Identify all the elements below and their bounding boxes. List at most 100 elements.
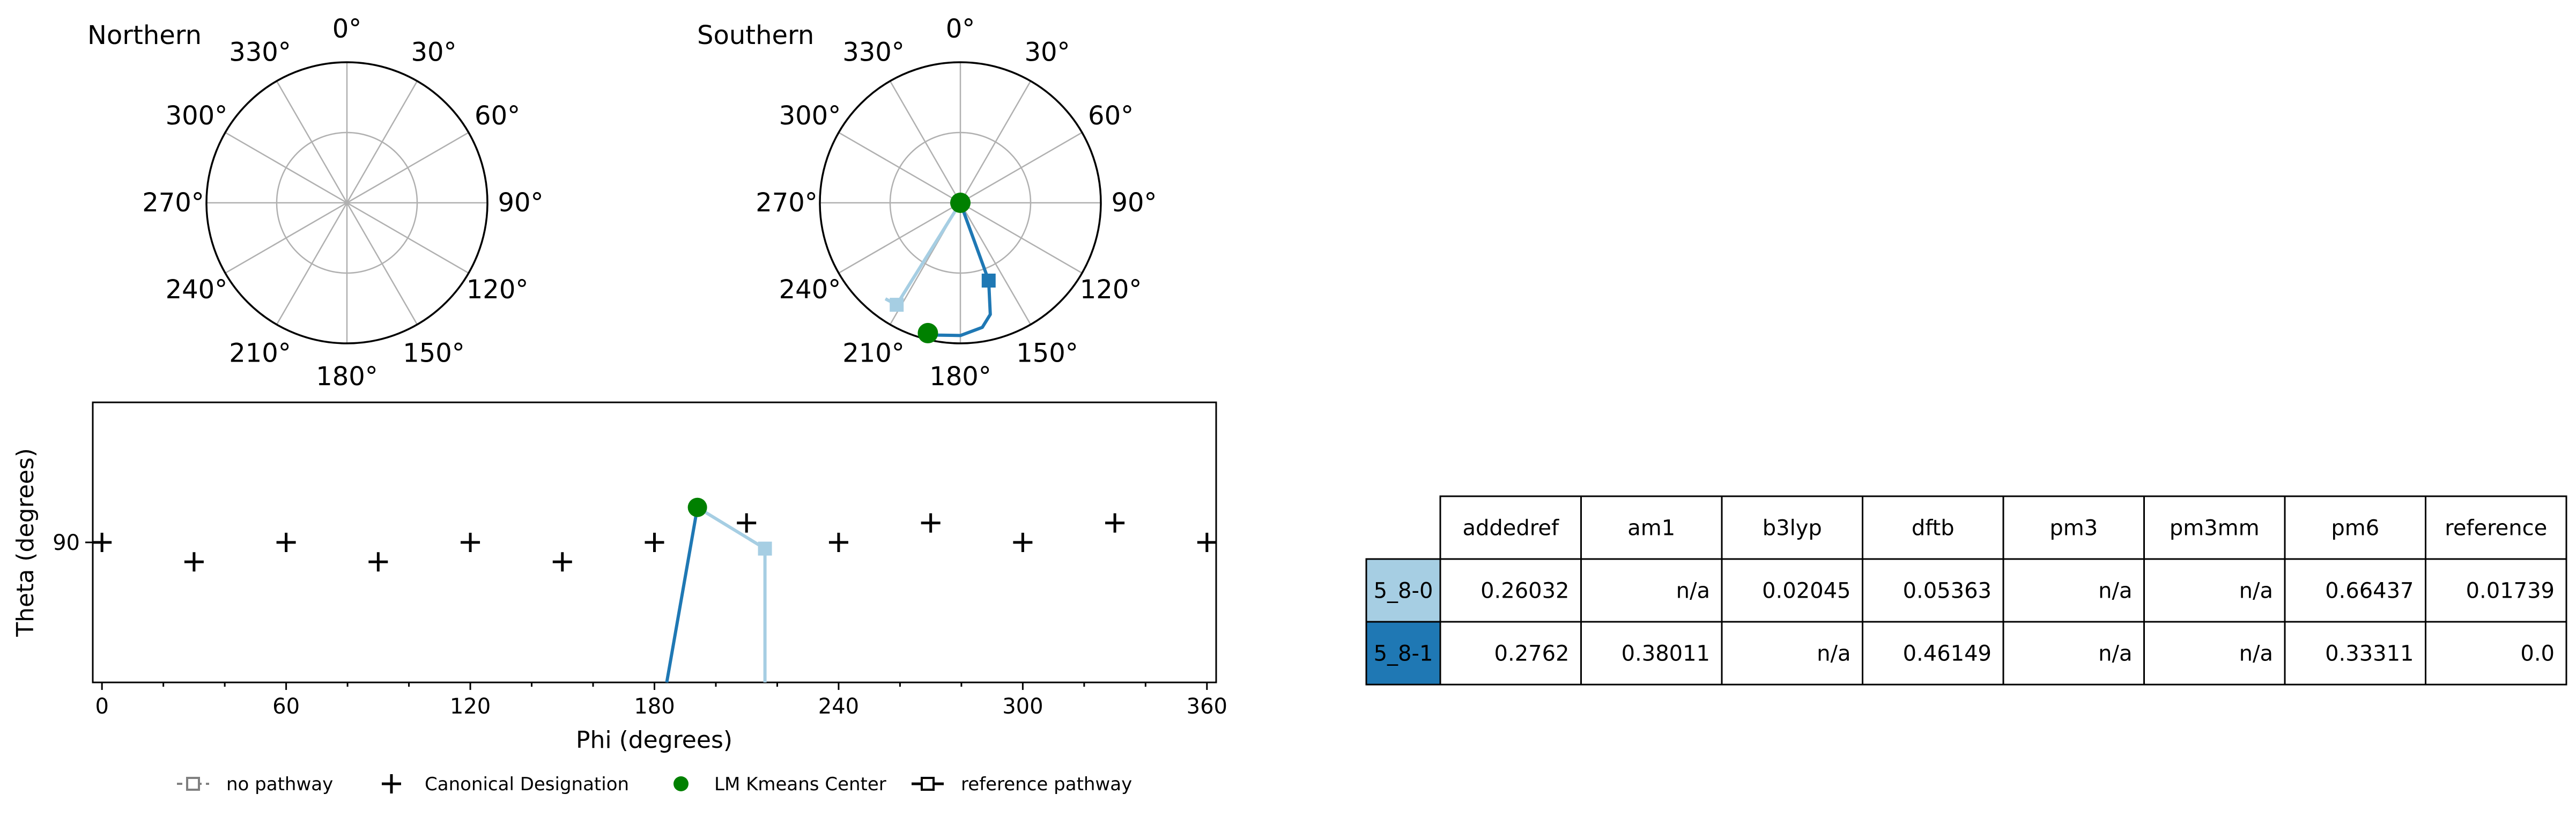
- table-cell-value: 0.2762: [1494, 642, 1570, 666]
- x-tick-label: 0: [95, 694, 108, 719]
- x-tick-label: 300: [1002, 694, 1043, 719]
- legend-symbol-line-square: [912, 777, 944, 791]
- canonical-marker: [737, 513, 757, 533]
- southern-angle-tick: 30°: [1024, 37, 1070, 67]
- phi-theta-plot: 0 60 120 180 240 300 360 90 Phi (degrees) Theta…: [12, 401, 1227, 754]
- southern-angle-tick: 270°: [756, 188, 818, 218]
- x-tick-label: 60: [272, 694, 300, 719]
- southern-angle-tick: 180°: [929, 362, 991, 392]
- table-cell-value: n/a: [2239, 579, 2273, 604]
- table-cell: [2143, 621, 2286, 686]
- pathway-end-marker: [758, 541, 772, 556]
- southern-kmeans-center: [950, 193, 971, 213]
- table-cell: [2284, 558, 2426, 623]
- table-cell-value: 0.01739: [2466, 579, 2555, 604]
- y-tick-label: 90: [53, 531, 80, 555]
- canonical-marker: [921, 513, 941, 533]
- table-cell: [2002, 621, 2145, 686]
- table-cell-value: 0.46149: [1903, 642, 1992, 666]
- southern-pathway-end-marker: [890, 298, 904, 312]
- southern-angle-tick: 210°: [842, 339, 905, 369]
- table-cell: [2425, 621, 2567, 686]
- southern-angle-tick: 120°: [1080, 275, 1142, 305]
- table-header-pm3mm: pm3mm: [2170, 516, 2260, 541]
- table-cell-value: n/a: [2098, 642, 2132, 666]
- legend-square: [921, 777, 935, 791]
- legend-label: Canonical Designation: [425, 774, 629, 795]
- southern-angle-tick: 300°: [779, 101, 841, 131]
- table-header-cell: [2284, 495, 2426, 560]
- table-cell: [2425, 558, 2567, 623]
- x-tick-label: 240: [818, 694, 859, 719]
- southern-angle-tick: 90°: [1111, 188, 1157, 218]
- canonical-marker: [828, 533, 848, 552]
- table-cell-value: n/a: [1676, 579, 1710, 604]
- x-axis-label: Phi (degrees): [576, 726, 732, 754]
- legend-label: LM Kmeans Center: [714, 774, 886, 795]
- canonical-marker: [184, 552, 204, 572]
- table-cell-value: 0.0: [2520, 642, 2555, 666]
- southern-pathway-end-marker: [981, 273, 996, 288]
- southern-inner-ring: [889, 131, 1032, 274]
- legend-square: [186, 777, 200, 791]
- northern-angle-tick: 60°: [475, 101, 520, 131]
- legend-label: no pathway: [226, 774, 333, 795]
- table-cell: [1721, 621, 1863, 686]
- table-row-label: 5_8-0: [1374, 579, 1433, 604]
- x-tick-label: 120: [450, 694, 491, 719]
- northern-angle-tick: 120°: [467, 275, 529, 305]
- table-header-reference: reference: [2445, 516, 2547, 541]
- table-header-dftb: dftb: [1912, 516, 1955, 541]
- table-cell-value: n/a: [1817, 642, 1850, 666]
- legend-symbol-plus: [382, 774, 401, 793]
- northern-angle-tick: 0°: [332, 14, 362, 44]
- table-row-label-cell: [1365, 621, 1441, 686]
- canonical-marker: [461, 533, 480, 552]
- legend-symbol-circle: [673, 776, 689, 791]
- table-header-am1: am1: [1627, 516, 1675, 541]
- canonical-marker: [276, 533, 296, 552]
- table-header-cell: [2143, 495, 2286, 560]
- canonical-marker: [645, 533, 664, 552]
- northern-angle-tick: 270°: [142, 188, 204, 218]
- table-cell: [1439, 621, 1582, 686]
- table-header-cell: [1439, 495, 1582, 560]
- table-cell: [2143, 558, 2286, 623]
- canonical-marker: [1197, 533, 1217, 552]
- table-header-b3lyp: b3lyp: [1763, 516, 1822, 541]
- northern-inner-ring: [276, 131, 418, 274]
- southern-angle-tick: 330°: [842, 37, 905, 67]
- table-cell: [2284, 621, 2426, 686]
- table-cell: [1721, 558, 1863, 623]
- table-cell: [2002, 558, 2145, 623]
- southern-title: Southern: [697, 20, 814, 50]
- table-cell-value: 0.02045: [1762, 579, 1850, 604]
- table-cell: [1862, 621, 2004, 686]
- table-row-label: 5_8-1: [1374, 642, 1433, 666]
- legend: no pathway Canonical Designation LM Kmeans…: [177, 774, 1132, 795]
- table-cell-value: 0.38011: [1622, 642, 1710, 666]
- x-tick-label: 360: [1187, 694, 1227, 719]
- table-cell-value: 0.66437: [2325, 579, 2414, 604]
- southern-angle-tick: 150°: [1016, 339, 1078, 369]
- northern-polar-plot: Northern 0° 30° 60° 90° 120° 150° 180° 210° 240°…: [87, 14, 544, 392]
- canonical-marker: [92, 533, 112, 552]
- x-tick-label: 180: [634, 694, 675, 719]
- southern-angle-tick: 240°: [779, 275, 841, 305]
- southern-polar-plot: Southern 0° 30° 60° 90° 120° 150° 180° 210° 240°…: [697, 14, 1157, 392]
- pathway-5_8-1: [665, 507, 699, 683]
- northern-angle-tick: 210°: [229, 339, 291, 369]
- table-cell-value: n/a: [2239, 642, 2273, 666]
- canonical-marker: [1013, 533, 1033, 552]
- northern-angle-tick: 330°: [229, 37, 291, 67]
- table-header-addedref: addedref: [1462, 516, 1559, 541]
- northern-angle-tick: 180°: [316, 362, 378, 392]
- table-header-pm6: pm6: [2331, 516, 2379, 541]
- table-header-cell: [1721, 495, 1863, 560]
- southern-pathway-5_8-0: [884, 202, 962, 307]
- legend-symbol-dashed-square: [177, 777, 209, 791]
- northern-angle-tick: 30°: [411, 37, 456, 67]
- table-cell-value: 0.26032: [1481, 579, 1569, 604]
- northern-angle-tick: 240°: [166, 275, 228, 305]
